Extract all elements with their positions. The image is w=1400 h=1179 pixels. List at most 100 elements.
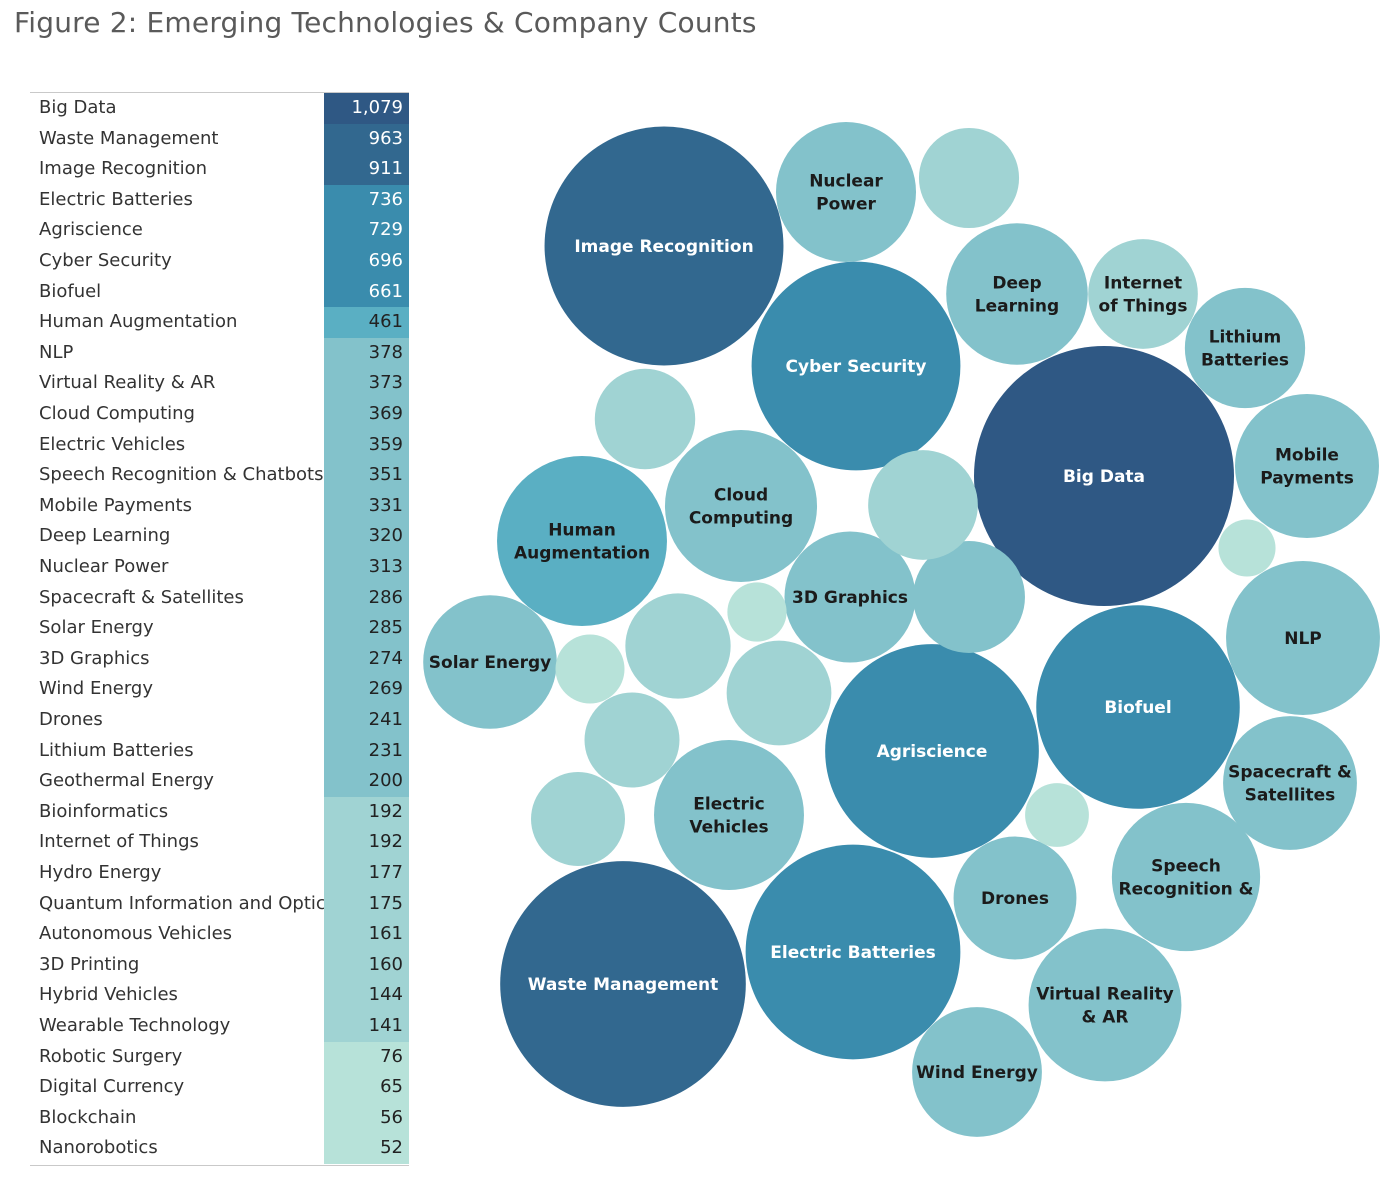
- table-row: Digital Currency 65: [30, 1072, 409, 1103]
- bubble-bioinformatics[interactable]: [868, 450, 978, 560]
- bubble-big-data[interactable]: Big Data: [974, 346, 1234, 606]
- table-row: 3D Printing 160: [30, 949, 409, 981]
- bubble-circle: [912, 1007, 1042, 1137]
- count-cell: 963: [324, 123, 409, 155]
- bubble-nlp[interactable]: NLP: [1226, 561, 1380, 715]
- bubble-circle: [868, 450, 978, 560]
- bubble-autonomous-vehicles[interactable]: [594, 368, 696, 470]
- count-value: 729: [368, 219, 403, 241]
- bubble-label: Mobile: [1275, 446, 1339, 466]
- bubble-human-augmentation[interactable]: Human Augmentation: [497, 456, 667, 626]
- count-cell: 696: [324, 246, 409, 277]
- bubble-robotic-surgery[interactable]: [555, 634, 625, 704]
- bubble-internet-of-things[interactable]: Internet of Things: [1088, 239, 1198, 349]
- table-row: Blockchain 56: [30, 1102, 409, 1134]
- bubble-label: Cyber Security: [786, 357, 927, 377]
- bubble-circle: [1226, 561, 1380, 715]
- bubble-drones[interactable]: Drones: [953, 836, 1077, 960]
- bubble-virtual-reality-ar[interactable]: Virtual Reality & AR: [1028, 928, 1182, 1082]
- bubble-label: & AR: [1082, 1008, 1129, 1028]
- bubble-label: Image Recognition: [574, 237, 753, 257]
- table-row: Drones 241: [30, 705, 409, 736]
- bubble-waste-management[interactable]: Waste Management: [500, 861, 746, 1107]
- bubble-label: Human: [548, 521, 616, 541]
- count-value: 231: [368, 739, 403, 761]
- bubble-circle: [497, 456, 667, 626]
- bubble-speech-recognition-chatbots[interactable]: Speech Recognition &: [1111, 802, 1261, 952]
- bubble-nuclear-power[interactable]: Nuclear Power: [775, 121, 917, 263]
- bubble-circle: [1218, 519, 1276, 577]
- bubble-nanorobotics[interactable]: [1218, 519, 1276, 577]
- count-cell: 175: [324, 888, 409, 920]
- bubble-cyber-security[interactable]: Cyber Security: [751, 261, 961, 471]
- bubble-mobile-payments[interactable]: Mobile Payments: [1234, 393, 1380, 539]
- bubble-circle: [625, 593, 731, 699]
- count-cell: 274: [324, 643, 409, 675]
- bubble-circle: [500, 861, 746, 1107]
- bubble-deep-learning[interactable]: Deep Learning: [946, 223, 1088, 365]
- count-cell: 65: [324, 1072, 409, 1103]
- technology-label: Speech Recognition & Chatbots: [39, 464, 324, 486]
- bubble-cloud-computing[interactable]: Cloud Computing: [664, 429, 818, 583]
- bubble-agriscience[interactable]: Agriscience: [825, 644, 1039, 858]
- bubble-spacecraft-satellites[interactable]: Spacecraft & Satellites: [1223, 716, 1357, 850]
- bubble-circle: [555, 634, 625, 704]
- bubble-image-recognition[interactable]: Image Recognition: [544, 126, 784, 366]
- bubble-electric-vehicles[interactable]: Electric Vehicles: [654, 740, 804, 890]
- bubble-wearable-technology[interactable]: [531, 772, 625, 866]
- bubble-circle: [664, 429, 818, 583]
- count-value: 373: [368, 372, 403, 394]
- count-cell: 76: [324, 1041, 409, 1073]
- figure-title: Figure 2: Emerging Technologies & Compan…: [14, 6, 757, 39]
- bubble-hydro-energy[interactable]: [625, 593, 731, 699]
- technology-label: Deep Learning: [39, 525, 171, 547]
- bubble-label: Computing: [689, 509, 793, 529]
- bubble-circle: [1088, 239, 1198, 349]
- technology-label: Quantum Information and Optics: [39, 892, 336, 914]
- bubble-geothermal-energy[interactable]: [913, 541, 1025, 653]
- table-row: Image Recognition 911: [30, 154, 409, 185]
- technology-label: Autonomous Vehicles: [39, 923, 233, 945]
- bubble-label: Satellites: [1245, 786, 1336, 806]
- bubble-digital-currency[interactable]: [1025, 783, 1089, 847]
- count-value: 160: [368, 953, 403, 975]
- bubble-circle: [745, 844, 961, 1060]
- technology-label: Hydro Energy: [39, 862, 162, 883]
- table-row: Spacecraft & Satellites 286: [30, 582, 409, 614]
- bubble-circle: [531, 772, 625, 866]
- count-value: 192: [368, 831, 403, 853]
- bubble-circle: [825, 644, 1039, 858]
- bubble-3d-printing[interactable]: [918, 127, 1020, 229]
- count-cell: 192: [324, 827, 409, 858]
- count-value: 736: [368, 188, 403, 210]
- technology-label: NLP: [39, 341, 74, 363]
- bubble-circle: [1184, 287, 1306, 409]
- bubble-solar-energy[interactable]: Solar Energy: [423, 595, 557, 729]
- bubble-3d-graphics[interactable]: 3D Graphics: [784, 531, 916, 663]
- bubble-quantum-information-and-optics[interactable]: [726, 640, 832, 746]
- bubble-label: Virtual Reality: [1036, 985, 1173, 1005]
- table-row: Human Augmentation 461: [30, 307, 409, 338]
- bubble-electric-batteries[interactable]: Electric Batteries: [745, 844, 961, 1060]
- count-cell: 285: [324, 613, 409, 644]
- count-cell: 736: [324, 184, 409, 216]
- bubble-wind-energy[interactable]: Wind Energy: [912, 1007, 1042, 1137]
- count-value: 175: [368, 892, 403, 914]
- bubble-hybrid-vehicles[interactable]: [584, 692, 680, 788]
- count-cell: 192: [324, 796, 409, 828]
- count-value: 359: [368, 433, 403, 455]
- table-row: Wearable Technology 141: [30, 1011, 409, 1042]
- technology-label: Internet of Things: [39, 831, 199, 853]
- count-value: 696: [368, 250, 403, 271]
- count-cell: 313: [324, 552, 409, 583]
- bubble-label: 3D Graphics: [792, 588, 908, 608]
- bubble-blockchain[interactable]: [727, 582, 787, 642]
- table-row: Lithium Batteries 231: [30, 735, 409, 767]
- bubble-biofuel[interactable]: Biofuel: [1036, 605, 1240, 809]
- count-value: 76: [380, 1045, 403, 1067]
- bubble-label: Recognition &: [1119, 880, 1254, 900]
- technology-label: Nanorobotics: [39, 1137, 158, 1159]
- bubble-lithium-batteries[interactable]: Lithium Batteries: [1184, 287, 1306, 409]
- bubble-label: Nuclear: [809, 172, 883, 192]
- technology-label: Electric Vehicles: [39, 433, 186, 455]
